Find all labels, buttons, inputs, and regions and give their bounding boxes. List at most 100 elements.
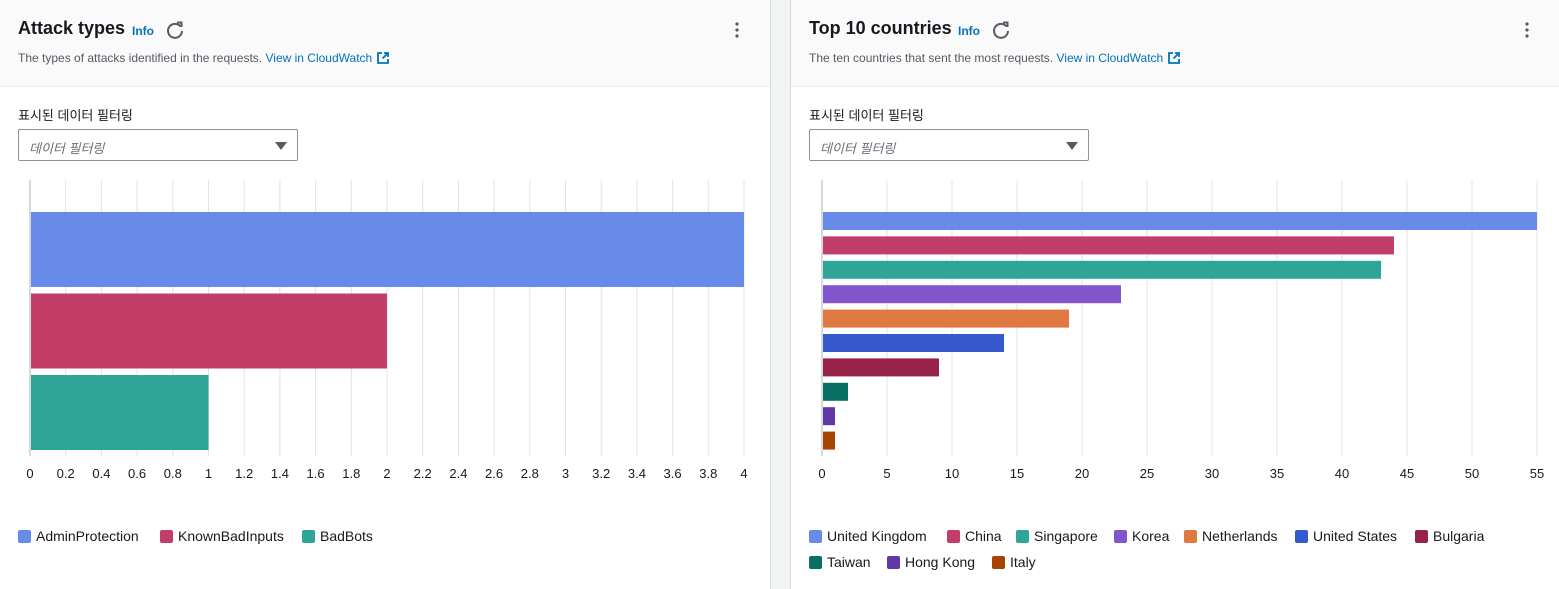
legend-swatch: [1415, 529, 1428, 543]
x-tick-label: 0: [26, 466, 33, 481]
x-tick-label: 3.6: [664, 466, 682, 481]
x-tick-label: 20: [1075, 466, 1089, 481]
x-tick-label: 10: [945, 466, 959, 481]
chart-legend: AdminProtection KnownBadInputs BadBots: [18, 528, 758, 548]
x-tick-label: 0.4: [92, 466, 110, 481]
legend-swatch: [809, 529, 822, 543]
x-tick-label: 50: [1465, 466, 1479, 481]
x-tick-label: 1.8: [342, 466, 360, 481]
x-tick-label: 2.8: [521, 466, 539, 481]
widget-description: The ten countries that sent the most req…: [809, 51, 1181, 65]
legend-label: Hong Kong: [905, 554, 976, 570]
info-link[interactable]: Info: [958, 24, 980, 38]
legend-item[interactable]: Singapore: [1016, 528, 1098, 544]
caret-down-icon: [1066, 142, 1078, 150]
x-tick-label: 0.2: [57, 466, 75, 481]
bar-singapore[interactable]: [823, 260, 1381, 279]
info-link[interactable]: Info: [132, 24, 154, 38]
legend-item[interactable]: Korea: [1114, 528, 1169, 544]
filter-label: 표시된 데이터 필터링: [18, 108, 133, 123]
legend-label: KnownBadInputs: [178, 528, 284, 544]
more-actions-icon[interactable]: [1523, 20, 1531, 40]
legend-swatch: [1016, 529, 1029, 543]
bar-italy[interactable]: [823, 431, 835, 450]
bar-adminprotection[interactable]: [31, 212, 744, 287]
x-tick-label: 1: [205, 466, 212, 481]
bar-united-states[interactable]: [823, 334, 1004, 352]
cloudwatch-link[interactable]: View in CloudWatch: [265, 51, 373, 65]
legend-swatch: [18, 529, 31, 543]
legend-swatch: [992, 555, 1005, 569]
description-text: The types of attacks identified in the r…: [18, 51, 263, 65]
legend-item[interactable]: United Kingdom: [809, 528, 927, 544]
legend-swatch: [302, 529, 315, 543]
widget-header: Top 10 countries Info The ten countries …: [791, 0, 1559, 87]
x-tick-label: 2.6: [485, 466, 503, 481]
bar-taiwan[interactable]: [823, 382, 848, 401]
bar-korea[interactable]: [823, 285, 1121, 304]
legend-item[interactable]: Italy: [992, 554, 1036, 570]
x-tick-label: 2.4: [449, 466, 467, 481]
bar-hong-kong[interactable]: [823, 407, 835, 426]
description-text: The ten countries that sent the most req…: [809, 51, 1054, 65]
attack-types-widget: Attack types Info The types of attacks i…: [0, 0, 770, 589]
x-tick-label: 0.8: [164, 466, 182, 481]
legend-item[interactable]: Taiwan: [809, 554, 871, 570]
legend-item[interactable]: KnownBadInputs: [160, 528, 284, 544]
x-tick-label: 25: [1140, 466, 1154, 481]
legend-swatch: [1295, 529, 1308, 543]
legend-label: AdminProtection: [36, 528, 139, 544]
legend-item[interactable]: Netherlands: [1184, 528, 1278, 544]
legend-item[interactable]: United States: [1295, 528, 1397, 544]
x-tick-label: 15: [1010, 466, 1024, 481]
legend-swatch: [809, 555, 822, 569]
bar-china[interactable]: [823, 236, 1394, 255]
bar-badbots[interactable]: [31, 375, 209, 450]
legend-item[interactable]: China: [947, 528, 1002, 544]
legend-swatch: [1114, 529, 1127, 543]
filter-label: 표시된 데이터 필터링: [809, 108, 924, 123]
more-actions-icon[interactable]: [733, 20, 741, 40]
legend-item[interactable]: Bulgaria: [1415, 528, 1484, 544]
cloudwatch-link[interactable]: View in CloudWatch: [1056, 51, 1164, 65]
legend-label: China: [965, 528, 1002, 544]
widget-header: Attack types Info The types of attacks i…: [0, 0, 770, 87]
legend-label: Korea: [1132, 528, 1170, 544]
x-tick-label: 4: [740, 466, 747, 481]
x-tick-label: 1.2: [235, 466, 253, 481]
top-countries-widget: Top 10 countries Info The ten countries …: [791, 0, 1559, 589]
legend-label: Taiwan: [827, 554, 871, 570]
x-tick-label: 1.4: [271, 466, 289, 481]
legend-item[interactable]: BadBots: [302, 528, 373, 544]
legend-item[interactable]: AdminProtection: [18, 528, 139, 544]
caret-down-icon: [275, 142, 287, 150]
refresh-icon[interactable]: [991, 20, 1011, 40]
x-tick-label: 30: [1205, 466, 1219, 481]
x-tick-label: 0: [818, 466, 825, 481]
bar-netherlands[interactable]: [823, 309, 1069, 328]
bar-knownbadinputs[interactable]: [31, 293, 387, 369]
legend-swatch: [160, 529, 173, 543]
refresh-icon[interactable]: [165, 20, 185, 40]
bar-bulgaria[interactable]: [823, 358, 939, 377]
x-tick-label: 3.2: [592, 466, 610, 481]
top-countries-chart: 0 5 10 15 20 25 30 35 40 45 50 55: [818, 180, 1544, 481]
legend-label: United Kingdom: [827, 528, 927, 544]
legend-label: United States: [1313, 528, 1398, 544]
x-tick-label: 2: [383, 466, 390, 481]
filter-select[interactable]: 데이터 필터링: [18, 129, 298, 161]
legend-swatch: [1184, 529, 1197, 543]
legend-item[interactable]: Hong Kong: [887, 554, 975, 570]
widget-title: Attack types: [18, 18, 126, 38]
filter-select[interactable]: 데이터 필터링: [809, 129, 1089, 161]
external-link-icon[interactable]: [376, 51, 390, 65]
x-tick-label: 40: [1335, 466, 1349, 481]
external-link-icon[interactable]: [1167, 51, 1181, 65]
bar-united-kingdom[interactable]: [823, 212, 1537, 230]
widget-title: Top 10 countries: [809, 18, 952, 38]
x-tick-label: 5: [883, 466, 890, 481]
x-tick-label: 3.8: [699, 466, 717, 481]
legend-label: Bulgaria: [1433, 528, 1485, 544]
filter-placeholder: 데이터 필터링: [820, 141, 896, 156]
